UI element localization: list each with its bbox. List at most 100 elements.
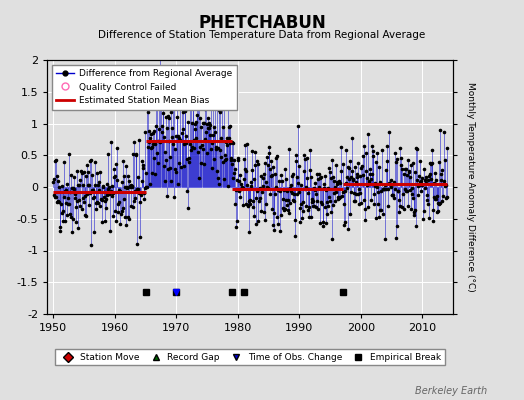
Point [136, 234, 144, 240]
Point [431, 170, 439, 176]
Point [143, 184, 151, 190]
Point [372, 158, 380, 165]
Point [266, 166, 275, 172]
Point [133, 186, 141, 192]
Point [129, 151, 137, 157]
Point [189, 99, 197, 106]
Point [309, 198, 317, 204]
Point [83, 190, 91, 197]
Point [87, 242, 95, 248]
Point [385, 128, 393, 135]
Point [297, 182, 305, 188]
Point [95, 187, 104, 193]
Point [398, 204, 407, 210]
Point [78, 206, 86, 212]
Point [146, 134, 154, 141]
Point [73, 167, 82, 174]
Point [144, 108, 152, 115]
Point [262, 201, 270, 207]
Point [174, 181, 183, 187]
Point [143, 105, 151, 111]
Point [102, 205, 111, 212]
Point [202, 120, 211, 127]
Point [129, 139, 138, 145]
Point [314, 206, 323, 212]
Point [222, 156, 230, 162]
Point [350, 190, 358, 196]
Point [206, 146, 215, 152]
Point [237, 186, 246, 192]
Point [292, 152, 301, 159]
Point [366, 171, 374, 177]
Point [192, 118, 200, 125]
Point [55, 198, 63, 205]
Point [392, 158, 400, 165]
Point [57, 200, 65, 207]
Point [380, 186, 388, 192]
Point [231, 201, 239, 208]
Point [412, 145, 420, 151]
Point [104, 185, 112, 192]
Point [283, 207, 292, 213]
Point [260, 217, 269, 223]
Point [109, 213, 117, 219]
Point [440, 129, 448, 135]
Point [78, 170, 86, 176]
Point [397, 162, 405, 168]
Point [220, 96, 228, 102]
Point [331, 198, 339, 204]
Point [299, 208, 307, 214]
Point [74, 182, 82, 188]
Point [442, 145, 451, 151]
Point [391, 234, 400, 241]
Point [187, 147, 195, 154]
Point [74, 225, 83, 231]
Point [300, 186, 309, 192]
Point [127, 182, 135, 188]
Point [120, 172, 128, 179]
Point [364, 131, 373, 137]
Point [342, 174, 351, 180]
Point [81, 211, 89, 218]
Point [89, 195, 97, 201]
Point [222, 135, 231, 142]
Point [238, 184, 246, 190]
Point [178, 80, 186, 86]
Point [390, 178, 398, 185]
Point [395, 196, 403, 203]
Point [354, 160, 362, 166]
Point [314, 176, 322, 182]
Point [236, 194, 245, 200]
Point [165, 115, 173, 121]
Point [328, 156, 336, 163]
Point [407, 162, 416, 168]
Point [265, 150, 274, 156]
Point [352, 179, 360, 186]
Point [211, 90, 220, 96]
Point [209, 131, 217, 138]
Point [418, 174, 427, 181]
Point [272, 153, 281, 159]
Point [167, 178, 176, 184]
Point [362, 167, 370, 174]
Point [390, 186, 399, 192]
Point [90, 229, 98, 236]
Point [336, 180, 345, 186]
Point [160, 149, 169, 156]
Point [254, 160, 262, 167]
Point [376, 179, 384, 186]
Point [346, 157, 354, 164]
Point [151, 99, 160, 105]
Point [56, 224, 64, 230]
Point [274, 187, 282, 193]
Point [112, 160, 120, 167]
Point [329, 202, 337, 208]
Point [259, 175, 267, 182]
Point [422, 192, 431, 198]
Point [388, 192, 397, 198]
Point [398, 166, 406, 172]
Point [345, 211, 354, 217]
Point [214, 145, 223, 151]
Point [233, 218, 242, 224]
Point [345, 165, 353, 171]
